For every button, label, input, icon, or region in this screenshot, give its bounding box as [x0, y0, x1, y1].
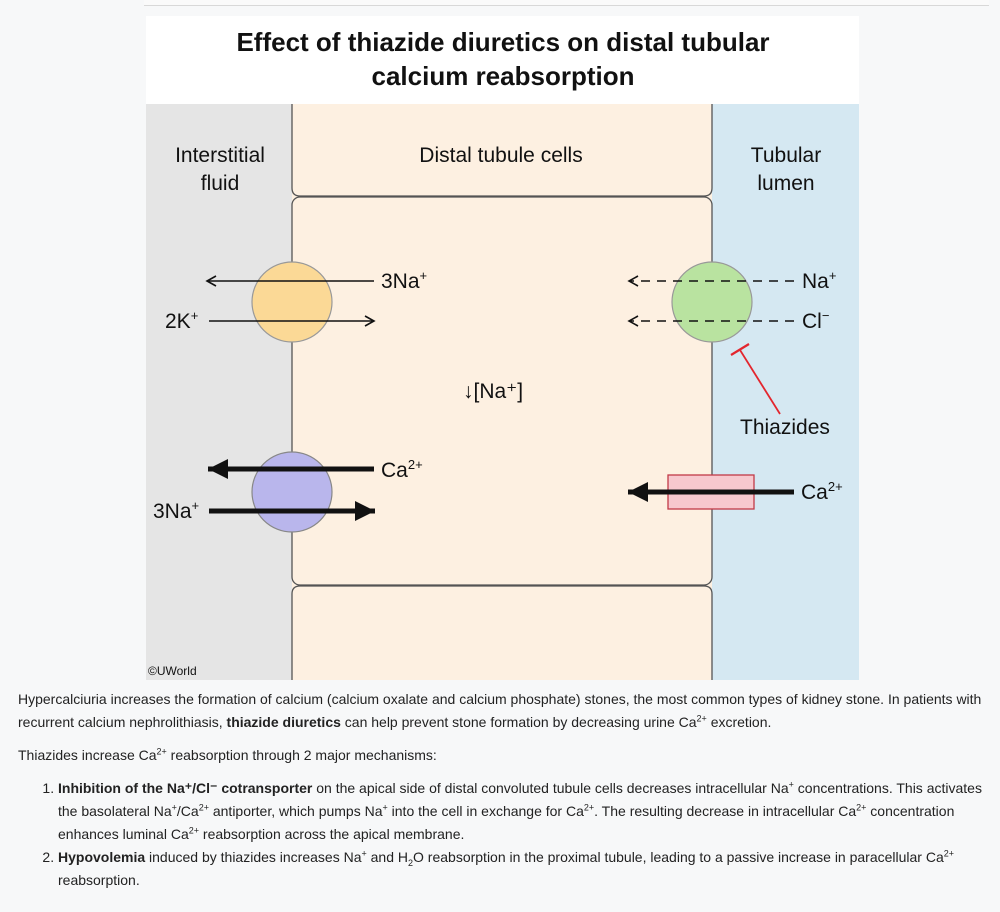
li2-sub: 2: [408, 857, 414, 868]
upper-cell-outline: [291, 104, 713, 197]
li1-sup4: +: [382, 802, 388, 813]
mechanism-list: Inhibition of the Na⁺/Cl⁻ cotransporter …: [18, 777, 988, 892]
li2-text-c: O reabsorption in the proximal tubule, l…: [413, 849, 944, 865]
interstitial-label-line2: fluid: [201, 172, 240, 195]
diagram-svg: Effect of thiazide diuretics on distal t…: [146, 27, 859, 680]
central-cell-outline: [291, 196, 713, 586]
list-item: Inhibition of the Na⁺/Cl⁻ cotransporter …: [58, 777, 988, 846]
li2-sup2: 2+: [943, 848, 955, 859]
interstitial-label-line1: Interstitial: [175, 144, 265, 167]
na-k-pump: 3Na+ 2K+: [165, 261, 427, 343]
li1-sup7: 2+: [188, 825, 200, 836]
cells-label: Distal tubule cells: [419, 144, 582, 167]
figure-title-line2: calcium reabsorption: [372, 61, 635, 91]
na-ca-antiporter: Ca2+ 3Na+: [153, 451, 423, 533]
li1-sup1: +: [788, 779, 794, 790]
na-cl-cotransporter: Na+ Cl−: [627, 261, 836, 343]
p1-text-a: Hypercalciuria increases the formation o…: [18, 691, 982, 730]
thiazide-inhibition: Thiazides: [730, 343, 830, 439]
li1-text-h: reabsorption across the apical membrane.: [199, 826, 465, 842]
li1-sup6: 2+: [856, 802, 867, 813]
li1-text-b: concentrations. This activates the basol…: [58, 780, 982, 819]
cell-region: [292, 104, 712, 680]
channel-ca-label: Ca2+: [801, 479, 843, 504]
diagram-figure: Effect of thiazide diuretics on distal t…: [146, 16, 859, 680]
cotransporter-circle: [671, 261, 753, 343]
li1-sup3: 2+: [198, 802, 209, 813]
p1-bold-thiazide: thiazide diuretics: [226, 714, 341, 730]
p1-text-d: excretion.: [706, 714, 772, 730]
pump-k-label: 2K+: [165, 308, 198, 333]
li1-text-d: antiporter, which pumps Na: [208, 803, 383, 819]
lumen-label-line1: Tubular: [751, 144, 821, 167]
na-k-pump-circle: [251, 261, 333, 343]
interstitial-region: [146, 104, 292, 680]
calcium-channel: Ca2+: [628, 474, 843, 510]
li2-text-b: and H: [366, 849, 408, 865]
explanation-text: Hypercalciuria increases the formation o…: [18, 688, 988, 892]
cotransporter-cl-label: Cl−: [802, 308, 829, 333]
li1-text-g: concentration enhances luminal Ca: [58, 803, 955, 842]
top-strip: [144, 0, 989, 6]
li2-text-d: reabsorption.: [58, 872, 140, 888]
p2-text-a: Thiazides increase Ca: [18, 747, 157, 763]
copyright-label: ©UWorld: [148, 664, 197, 678]
p1-text-c: can help prevent stone formation by decr…: [340, 714, 697, 730]
li1-text-f: . The resulting decrease in intracellula…: [594, 803, 857, 819]
p2-text-b: reabsorption through 2 major mechanisms:: [166, 747, 437, 763]
figure-title-line1: Effect of thiazide diuretics on distal t…: [236, 27, 769, 57]
li1-text-c: /Ca: [176, 803, 199, 819]
antiporter-na-label: 3Na+: [153, 498, 199, 523]
lumen-label-line2: lumen: [757, 172, 814, 195]
li1-text-a: on the apical side of distal convoluted …: [312, 780, 789, 796]
inhibition-line: [739, 349, 781, 415]
p1-sup: 2+: [696, 713, 707, 724]
antiporter-ca-label: Ca2+: [381, 457, 423, 482]
li1-sup2: +: [171, 802, 177, 813]
lower-cell-outline: [291, 585, 713, 680]
pump-na-label: 3Na+: [381, 268, 427, 293]
paragraph-1: Hypercalciuria increases the formation o…: [18, 688, 988, 734]
inhibition-bar: [730, 343, 750, 356]
cotransporter-na-label: Na+: [802, 268, 836, 293]
li1-bold: Inhibition of the Na⁺/Cl⁻ cotransporter: [58, 780, 313, 796]
antiporter-circle: [251, 451, 333, 533]
paragraph-2: Thiazides increase Ca2+ reabsorption thr…: [18, 744, 988, 767]
li2-bold: Hypovolemia: [58, 849, 146, 865]
p2-sup: 2+: [156, 746, 167, 757]
li1-sup5: 2+: [583, 802, 595, 813]
li2-text-a: induced by thiazides increases Na: [145, 849, 362, 865]
lumen-region: [712, 104, 859, 680]
intracellular-na-label: ↓[Na⁺]: [463, 380, 523, 403]
list-item: Hypovolemia induced by thiazides increas…: [58, 846, 988, 892]
li1-text-e: into the cell in exchange for Ca: [387, 803, 584, 819]
li2-sup1: +: [361, 848, 367, 859]
thiazides-label: Thiazides: [740, 416, 830, 439]
